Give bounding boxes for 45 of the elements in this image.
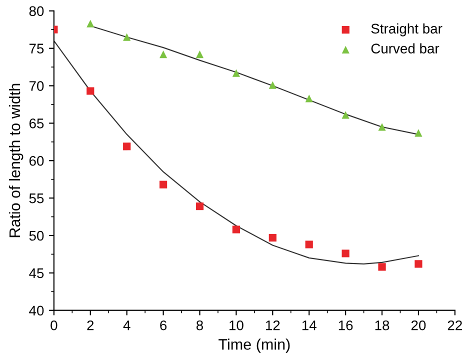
point — [305, 94, 313, 102]
point — [123, 142, 131, 150]
x-tick-label: 0 — [50, 320, 58, 330]
x-tick-label: 12 — [266, 320, 280, 330]
point — [86, 20, 94, 28]
x-tick-label: 6 — [160, 320, 167, 330]
y-tick-label: 70 — [29, 81, 44, 91]
point — [305, 240, 313, 248]
point — [414, 129, 422, 137]
y-axis-title: Ratio of length to width — [8, 84, 24, 238]
point — [378, 123, 386, 131]
point — [342, 111, 350, 119]
point — [86, 87, 94, 95]
x-tick-label: 14 — [302, 320, 316, 330]
x-tick-label: 18 — [375, 320, 390, 330]
y-tick-label: 65 — [29, 118, 44, 128]
y-tick-label: 40 — [29, 306, 44, 316]
y-tick-label: 55 — [29, 194, 44, 204]
y-tick-label: 75 — [29, 44, 44, 54]
x-tick-label: 2 — [87, 320, 94, 330]
legend-label: Curved bar — [371, 43, 440, 54]
y-tick-label: 60 — [29, 156, 44, 166]
x-tick-label: 22 — [448, 320, 462, 330]
x-tick-label: 8 — [196, 320, 204, 330]
point — [342, 250, 350, 258]
point — [378, 263, 386, 271]
point — [159, 180, 168, 188]
x-tick-label: 20 — [411, 320, 426, 330]
y-tick-label: 50 — [29, 230, 44, 241]
x-tick-label: 4 — [123, 320, 130, 330]
legend-label: Straight bar — [371, 23, 442, 36]
point — [196, 50, 204, 58]
point — [232, 69, 240, 77]
x-tick-label: 10 — [230, 320, 244, 330]
x-axis-title: Time (min) — [218, 338, 290, 353]
y-tick-label: 80 — [29, 6, 44, 16]
point — [123, 33, 131, 41]
x-tick-label: 16 — [338, 320, 353, 330]
point — [232, 226, 240, 234]
point — [196, 202, 204, 210]
point — [414, 260, 422, 268]
point — [268, 81, 276, 89]
y-tick-label: 45 — [29, 268, 44, 278]
point — [159, 50, 168, 58]
point — [268, 234, 276, 242]
